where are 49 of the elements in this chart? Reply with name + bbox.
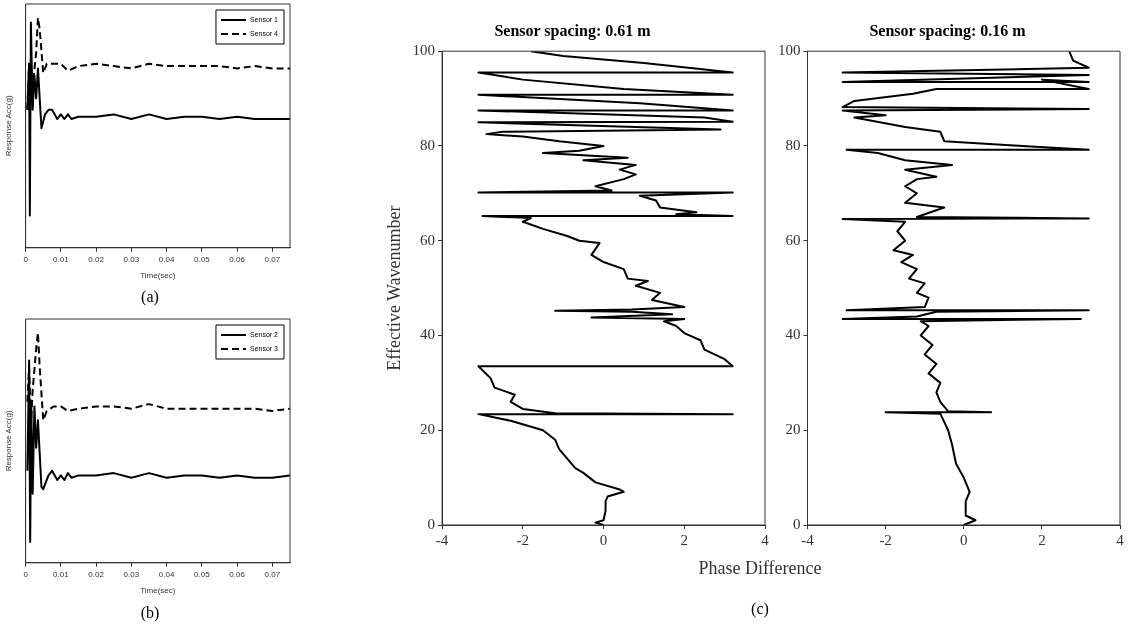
x-tick-label: 0.06 <box>229 569 246 579</box>
x-tick-label: 0.07 <box>264 569 281 579</box>
text: (c) <box>750 600 770 618</box>
y-axis-title: Effective Wavenumber <box>383 205 404 371</box>
x-tick-label: -4 <box>801 531 815 548</box>
y-tick-label: 20 <box>785 421 801 438</box>
x-tick-label: 0 <box>23 254 29 264</box>
y-tick-label: 60 <box>420 231 436 248</box>
text: (a) <box>140 288 160 306</box>
x-tick-label: 0.06 <box>229 254 246 264</box>
x-tick-label: 0.05 <box>194 254 211 264</box>
x-tick-label: -2 <box>516 531 530 548</box>
x-axis-title: Time(sec) <box>140 271 176 281</box>
y-tick-label: 100 <box>412 42 436 59</box>
x-tick-label: 2 <box>680 531 689 548</box>
y-tick-label: 60 <box>785 231 801 248</box>
x-tick-label: 0.02 <box>88 254 105 264</box>
x-axis-title: Phase Difference <box>697 558 823 579</box>
x-tick-label: 0.02 <box>88 569 105 579</box>
x-tick-label: 0 <box>960 531 968 548</box>
x-tick-label: 0.04 <box>158 569 175 579</box>
y-tick-label: 0 <box>793 515 801 532</box>
y-tick-label: 0 <box>427 515 436 532</box>
x-tick-label: 2 <box>1038 531 1046 548</box>
x-tick-label: 0 <box>599 531 608 548</box>
y-tick-label: 40 <box>785 326 801 343</box>
y-axis-title: Response Acc(g) <box>4 410 13 472</box>
x-tick-label: 0.01 <box>53 569 70 579</box>
x-tick-label: 0.05 <box>194 569 211 579</box>
x-tick-label: -2 <box>879 531 892 548</box>
x-tick-label: 0.07 <box>264 254 281 264</box>
chart-title: Sensor spacing: 0.16 m <box>869 21 1027 40</box>
chart-title: Sensor spacing: 0.61 m <box>494 21 652 40</box>
text: (b) <box>139 604 161 622</box>
y-axis-title: Response Acc(g) <box>4 95 13 157</box>
x-tick-label: 4 <box>761 531 770 548</box>
x-tick-label: 0 <box>23 569 29 579</box>
x-tick-label: 0.01 <box>53 254 70 264</box>
x-axis-title: Time(sec) <box>140 586 176 596</box>
y-tick-label: 100 <box>778 42 801 59</box>
x-tick-label: -4 <box>435 531 449 548</box>
y-tick-label: 20 <box>420 421 436 438</box>
x-tick-label: 0.04 <box>158 254 175 264</box>
y-tick-label: 80 <box>785 136 801 153</box>
y-tick-label: 80 <box>420 136 436 153</box>
x-tick-label: 0.03 <box>123 569 140 579</box>
x-tick-label: 4 <box>1116 531 1125 548</box>
y-tick-label: 40 <box>420 326 436 343</box>
x-tick-label: 0.03 <box>123 254 140 264</box>
